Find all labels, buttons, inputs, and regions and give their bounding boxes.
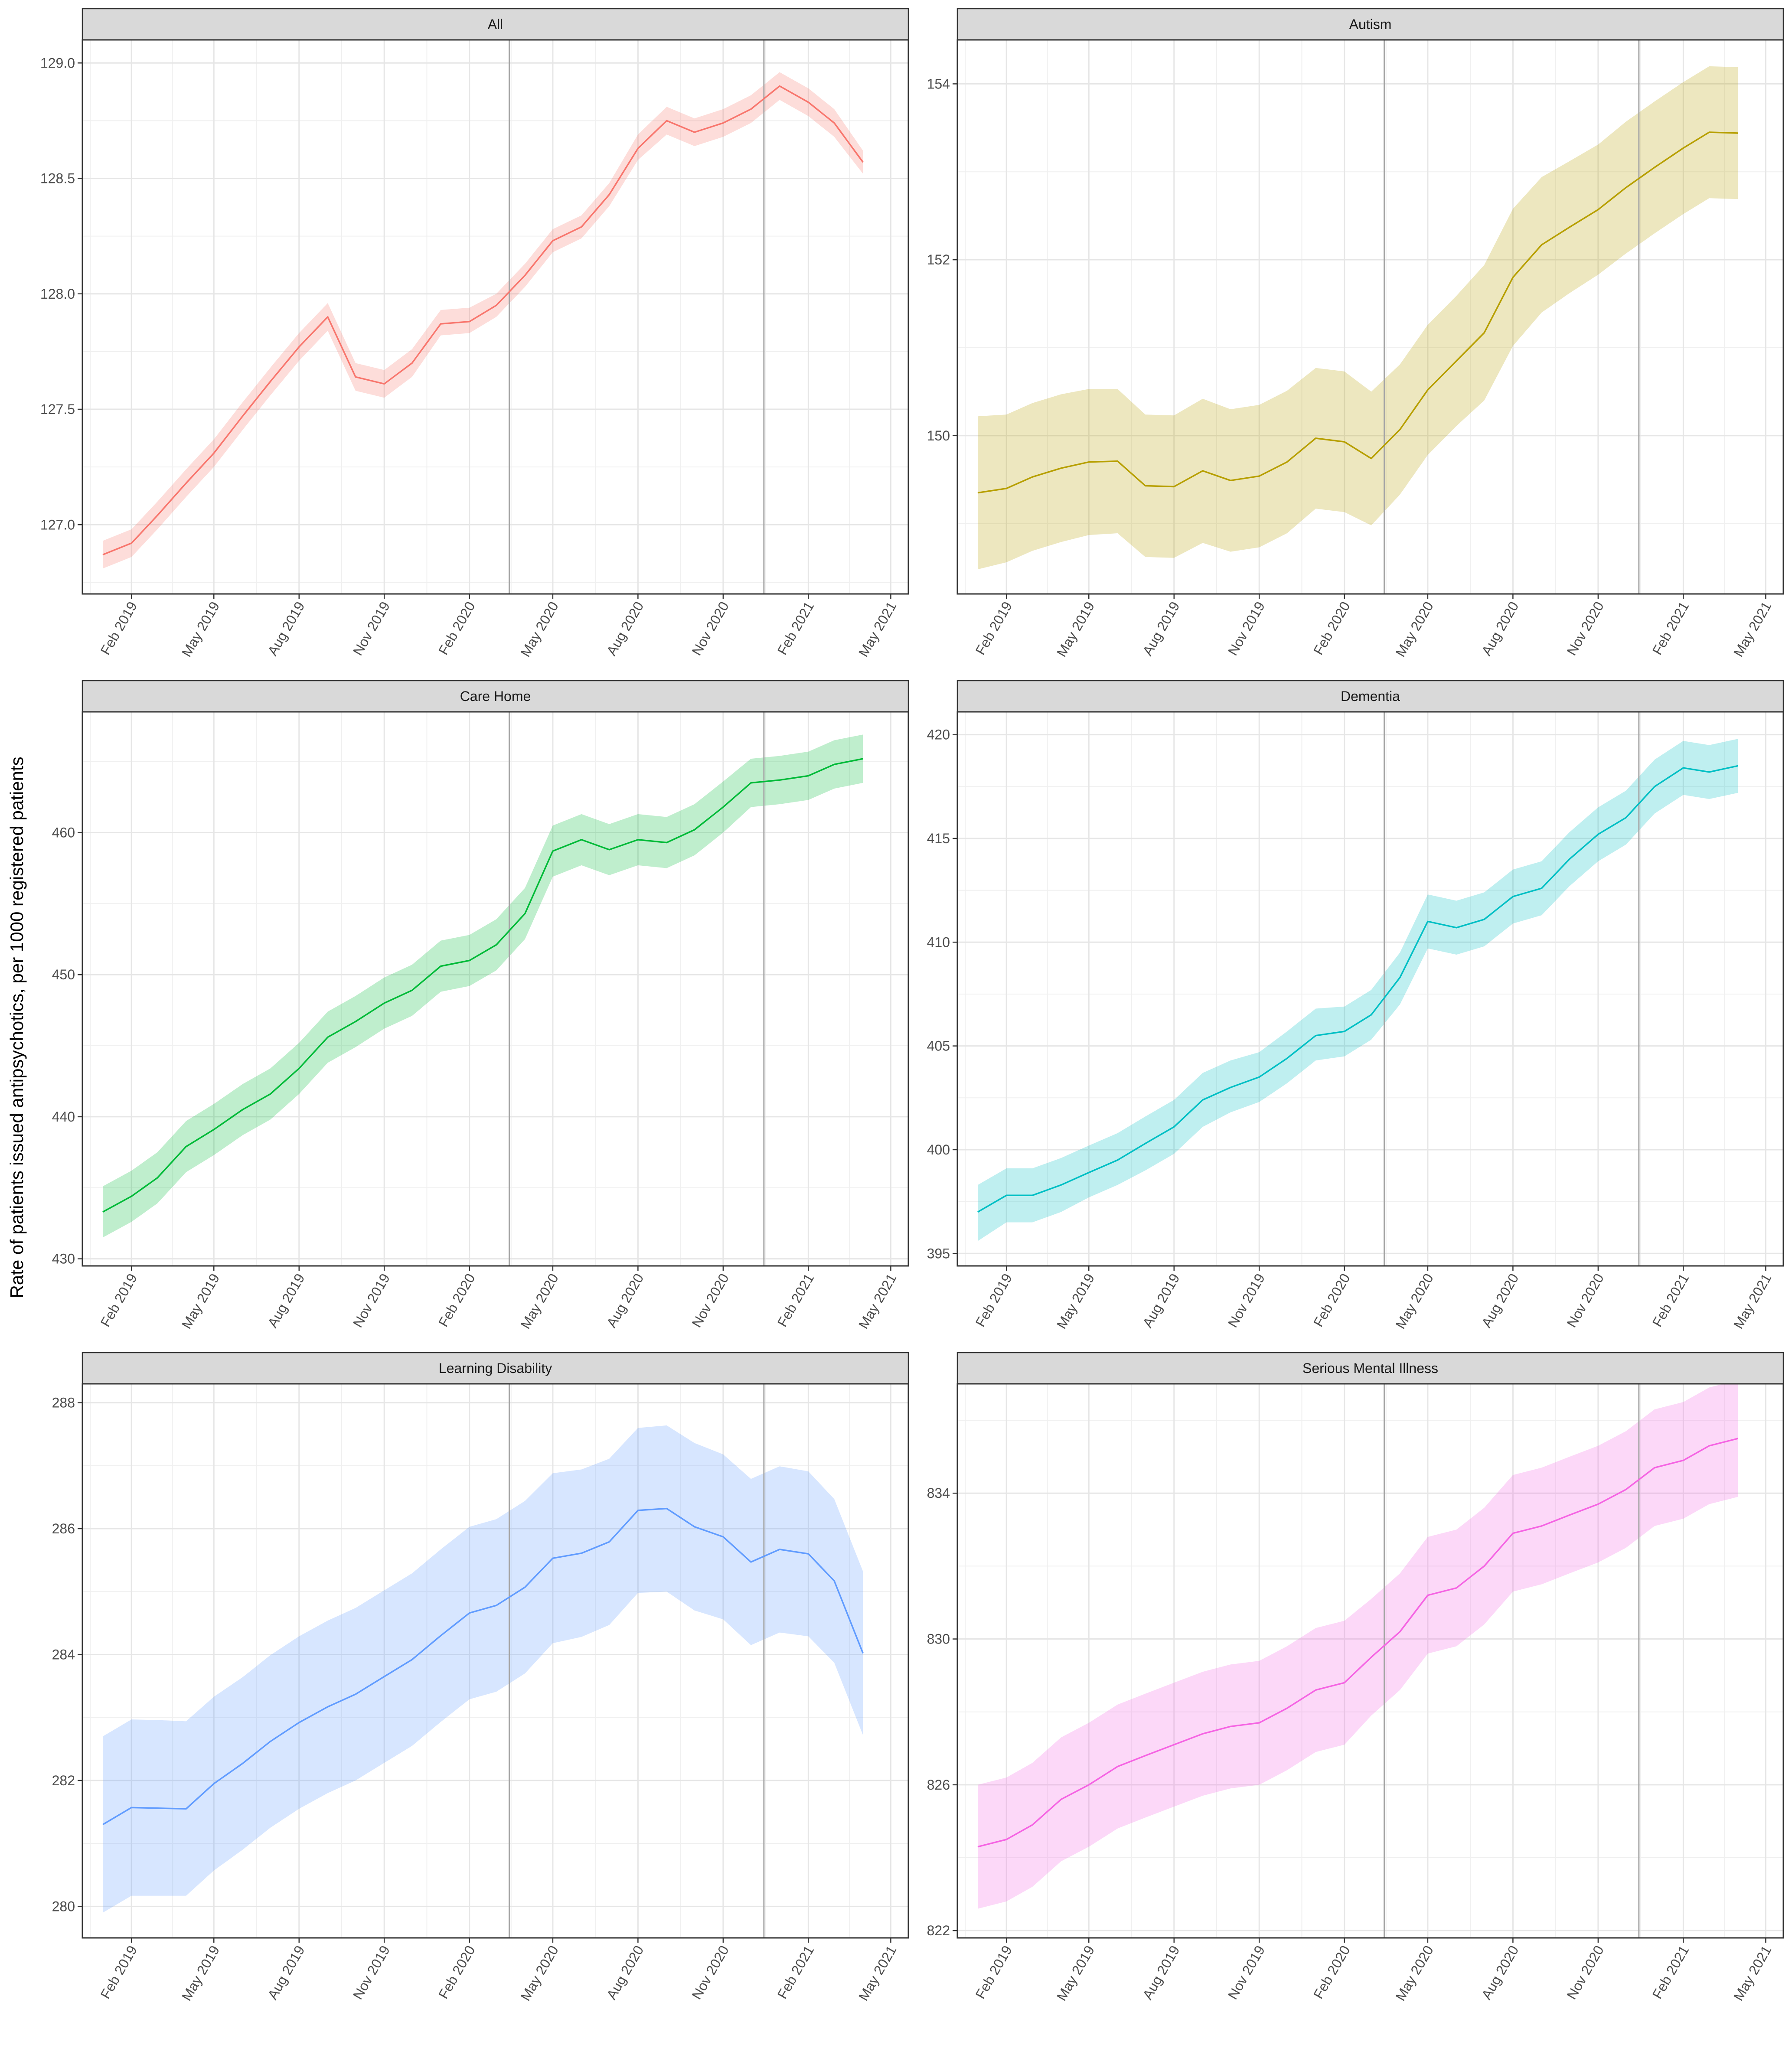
ribbon-learning-disability <box>103 1425 863 1913</box>
plot-area-learning-disability <box>82 1384 908 1938</box>
y-tick-label: 834 <box>927 1485 950 1501</box>
ribbon-dementia <box>978 739 1738 1241</box>
plot-area-care-home <box>82 712 908 1266</box>
series-line-dementia <box>977 765 1738 1213</box>
y-tick-label: 127.0 <box>40 517 75 532</box>
y-tick-label: 830 <box>927 1631 950 1647</box>
strip-dementia <box>956 680 1784 713</box>
y-tick-label: 420 <box>927 727 950 743</box>
y-tick-label: 450 <box>52 967 75 982</box>
strip-title-autism: Autism <box>1349 16 1392 32</box>
y-tick-label: 284 <box>52 1647 75 1662</box>
y-tick-label: 405 <box>927 1038 950 1054</box>
strip-serious-mental-illness <box>956 1352 1784 1385</box>
y-tick-label: 129.0 <box>40 55 75 71</box>
series-line-care-home <box>102 758 863 1213</box>
ribbon-serious-mental-illness <box>978 1384 1738 1909</box>
panel-border-care-home <box>82 711 909 1267</box>
y-tick-label: 826 <box>927 1777 950 1793</box>
y-tick-label: 152 <box>927 252 950 267</box>
y-tick-label: 430 <box>52 1251 75 1267</box>
plot-area-autism <box>957 40 1783 594</box>
panel-border-dementia <box>956 711 1784 1267</box>
y-tick-label: 286 <box>52 1521 75 1536</box>
y-tick-label: 415 <box>927 831 950 846</box>
y-tick-label: 280 <box>52 1898 75 1914</box>
strip-title-learning-disability: Learning Disability <box>439 1360 552 1376</box>
y-tick-label: 410 <box>927 934 950 950</box>
y-tick-label: 400 <box>927 1142 950 1158</box>
plot-area-serious-mental-illness <box>957 1384 1783 1938</box>
y-tick-label: 154 <box>927 76 950 91</box>
series-line-autism <box>977 131 1738 494</box>
y-tick-label: 128.0 <box>40 286 75 302</box>
panel-border-all <box>82 39 909 595</box>
y-tick-label: 150 <box>927 428 950 444</box>
y-tick-label: 440 <box>52 1109 75 1125</box>
ribbon-all <box>103 72 863 569</box>
panel-border-learning-disability <box>82 1383 909 1939</box>
series-line-serious-mental-illness <box>977 1438 1738 1848</box>
ribbon-care-home <box>103 734 863 1238</box>
y-tick-label: 395 <box>927 1246 950 1261</box>
series-line-all <box>102 85 864 556</box>
series-line-learning-disability <box>102 1507 864 1826</box>
y-tick-label: 460 <box>52 825 75 841</box>
y-tick-label: 288 <box>52 1395 75 1411</box>
panel-border-serious-mental-illness <box>956 1383 1784 1939</box>
strip-autism <box>956 8 1784 41</box>
y-tick-label: 128.5 <box>40 171 75 186</box>
ribbon-autism <box>978 66 1738 570</box>
y-axis-label: Rate of patients issued antipsychotics, … <box>7 757 27 1298</box>
y-tick-label: 282 <box>52 1773 75 1788</box>
strip-title-care-home: Care Home <box>460 688 531 704</box>
strip-all <box>82 8 909 41</box>
plot-area-all <box>82 40 908 594</box>
plot-area-dementia <box>957 712 1783 1266</box>
strip-title-all: All <box>488 16 503 32</box>
y-tick-label: 127.5 <box>40 401 75 417</box>
strip-title-dementia: Dementia <box>1341 688 1400 704</box>
strip-title-serious-mental-illness: Serious Mental Illness <box>1302 1360 1438 1376</box>
y-tick-label: 822 <box>927 1923 950 1938</box>
panel-border-autism <box>956 39 1784 595</box>
